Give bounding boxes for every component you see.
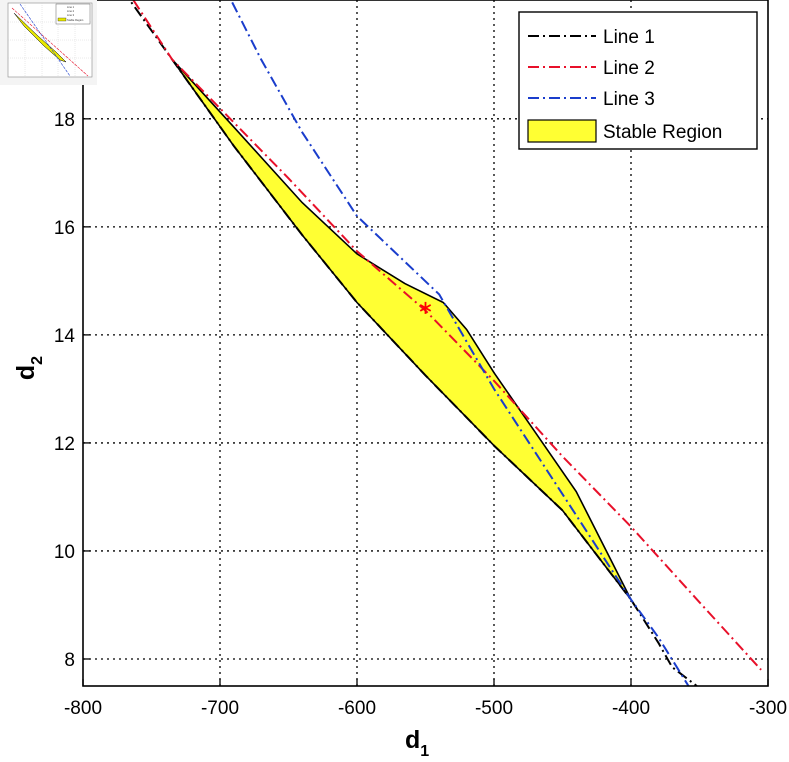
legend-line1-label: Line 1	[603, 27, 655, 48]
x-tick-label: -800	[64, 698, 102, 719]
series-line-2	[132, 0, 762, 671]
legend-line3-label: Line 3	[603, 89, 655, 110]
marker-stroke	[419, 304, 432, 312]
x-tick-label: -500	[475, 698, 513, 719]
thumbnail-legend-line1: Line 1	[67, 5, 75, 9]
x-tick-label: -700	[201, 698, 239, 719]
operating-point-marker	[419, 301, 432, 314]
marker-layer	[419, 301, 432, 314]
thumbnail-legend-region: Stable Region	[67, 18, 84, 22]
thumbnail-line3	[19, 3, 71, 77]
ticks-layer: -800 -700 -600 -500 -400 -300 8 10 12 14 16 18	[54, 110, 787, 719]
x-tick-label: -600	[338, 698, 376, 719]
x-axis-label: d1	[405, 726, 429, 760]
thumbnail-region	[13, 12, 67, 63]
legend-region-swatch	[527, 119, 597, 143]
y-tick-label: 12	[54, 434, 75, 455]
series-line-3	[229, 0, 690, 686]
legend: Line 1 Line 2 Line 3 Stable Region	[518, 11, 758, 150]
stable-region	[171, 58, 632, 601]
stable-region-layer	[171, 58, 632, 601]
y-tick-label: 10	[54, 542, 75, 563]
series-line-1	[128, 0, 698, 686]
x-axis-label-sub: 1	[420, 743, 429, 760]
plot-frame	[82, 0, 769, 687]
y-tick-label: 18	[54, 110, 75, 131]
x-axis-label-main: d	[405, 726, 420, 754]
y-axis-label: d2	[12, 356, 46, 380]
y-tick-label: 16	[54, 218, 75, 239]
y-axis-label-sub: 2	[29, 356, 46, 365]
series-lines-layer	[128, 0, 762, 686]
thumbnail-line2	[11, 7, 89, 77]
thumbnail-inset: Line 1 Line 2 Line 3 Stable Region	[0, 0, 97, 85]
x-tick-label: -400	[612, 698, 650, 719]
legend-line2-label: Line 2	[603, 58, 655, 79]
y-axis-label-main: d	[12, 365, 40, 380]
thumbnail-legend-swatch	[57, 17, 67, 22]
y-tick-label: 8	[64, 650, 75, 671]
thumbnail-legend-labels: Line 1 Line 2 Line 3 Stable Region	[67, 5, 84, 22]
y-tick-label: 14	[54, 326, 76, 347]
thumbnail-legend-line3: Line 3	[67, 13, 75, 17]
x-tick-label: -300	[749, 698, 787, 719]
legend-region-label: Stable Region	[603, 122, 722, 143]
thumbnail-legend-line2: Line 2	[67, 9, 75, 13]
